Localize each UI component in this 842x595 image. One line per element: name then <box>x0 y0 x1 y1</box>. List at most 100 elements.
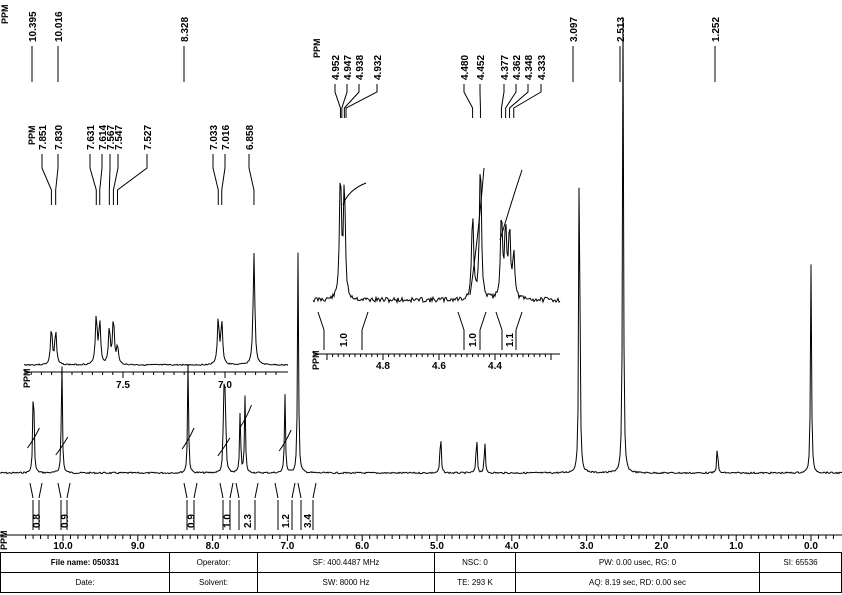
integral-bracket-right <box>193 482 198 499</box>
integral-curve <box>278 429 292 452</box>
inset2-ppm-axis-label: PPM <box>311 350 321 370</box>
main-integral-value: 0.9 <box>187 514 198 528</box>
inset1-leader <box>41 154 52 205</box>
sf-cell: SF: 400.4487 MHz <box>257 552 435 573</box>
axis-tick-label: 8.0 <box>206 541 220 552</box>
ppm-axis-label: PPM <box>0 530 9 550</box>
inset1-peak-label: 6.858 <box>245 125 256 150</box>
axis-tick-label: 9.0 <box>131 541 145 552</box>
inset2-integral-value: 1.1 <box>505 333 516 347</box>
main-peak-label: 1.252 <box>711 17 722 42</box>
main-peak-label: 8.328 <box>180 17 191 42</box>
inset2-leader <box>345 84 378 118</box>
integral-bracket-right <box>229 482 234 499</box>
pw-cell: PW: 0.00 usec, RG: 0 <box>515 552 760 573</box>
axis-tick-label: 3.0 <box>580 541 594 552</box>
inset1-leader <box>55 154 59 205</box>
ppm-label-main: PPM <box>0 4 10 24</box>
inset1-tick-label: 7.5 <box>116 380 130 391</box>
integral-bracket-right <box>291 482 296 499</box>
inset1-ppm-label: PPM <box>27 125 37 145</box>
si-cell: SI: 65536 <box>759 552 842 573</box>
inset2-peak-label: 4.938 <box>355 55 366 80</box>
inset2-peak-label: 4.348 <box>524 55 535 80</box>
inset1-leader <box>89 154 97 205</box>
inset2-peak-label: 4.452 <box>476 55 487 80</box>
inset1-leader <box>108 154 111 205</box>
solvent-cell: Solvent: <box>169 572 258 593</box>
inset2-peak-label: 4.362 <box>512 55 523 80</box>
inset2-leader <box>509 84 529 118</box>
main-spectrum-trace <box>0 17 842 475</box>
inset2-integral-value: 1.0 <box>468 333 479 347</box>
axis-tick-label: 4.0 <box>505 541 519 552</box>
main-integral-value: 1.0 <box>223 514 234 528</box>
operator-cell: Operator: <box>169 552 258 573</box>
integral-bracket-left <box>183 482 188 499</box>
inset2-leader <box>343 84 360 118</box>
axis-tick-label: 0.0 <box>804 541 818 552</box>
acquisition-info-table: File name: 050331 Operator: SF: 400.4487… <box>0 552 842 593</box>
inset1-peak-label: 7.614 <box>98 125 109 150</box>
axis-tick-label: 2.0 <box>654 541 668 552</box>
inset2-tick-label: 4.4 <box>488 361 502 372</box>
main-spectrum: 0.8 0.9 0.9 1.0 2.3 1.2 3.4 <box>0 17 842 530</box>
inset1-peak-label: 7.547 <box>114 125 125 150</box>
inset2-bracket-right <box>479 311 487 331</box>
date-cell: Date: <box>0 572 170 593</box>
axis-tick-label: 5.0 <box>430 541 444 552</box>
inset2-bracket-left <box>495 311 503 331</box>
main-axis: 10.0 9.0 8.0 7.0 6.0 5.0 4.0 3.0 2.0 1.0 0.0 PPM <box>0 530 842 552</box>
integral-curve <box>239 404 252 429</box>
integral-curve <box>55 436 69 456</box>
integral-curve <box>181 427 195 450</box>
inset2-tick-label: 4.6 <box>432 361 446 372</box>
aq-cell: AQ: 8.19 sec, RD: 0.00 sec <box>515 572 760 593</box>
integral-curve <box>217 437 231 457</box>
integral-bracket-left <box>57 482 62 499</box>
inset2-peak-label: 4.377 <box>500 55 511 80</box>
main-peak-label: 3.097 <box>569 17 580 42</box>
nmr-spectrum: PPM 10.395 10.016 8.328 3.097 2.513 1.252 PPM 7… <box>0 4 842 552</box>
inset1-leader <box>221 154 226 205</box>
inset2-leader <box>500 84 505 118</box>
main-peak-label: 2.513 <box>616 17 627 42</box>
inset2-integral-curve <box>499 169 523 241</box>
sw-cell: SW: 8000 Hz <box>257 572 435 593</box>
axis-tick-label: 6.0 <box>355 541 369 552</box>
file-name-cell: File name: 050331 <box>0 552 170 573</box>
inset1-peak-label: 7.567 <box>106 125 117 150</box>
inset2-integral-curve <box>469 167 485 296</box>
empty-cell <box>759 572 842 593</box>
main-integral-value: 1.2 <box>281 514 292 528</box>
inset1-trace <box>23 252 289 367</box>
inset1-leader <box>248 154 255 205</box>
main-peak-labels: PPM 10.395 10.016 8.328 3.097 2.513 1.252 <box>0 4 722 82</box>
inset2-leader <box>334 84 341 118</box>
inset1-peak-label: 7.631 <box>86 125 97 150</box>
axis-tick-label: 7.0 <box>280 541 294 552</box>
inset2-trace <box>312 174 561 305</box>
inset2-leader <box>513 84 542 118</box>
inset2-integral-value: 1.0 <box>339 333 350 347</box>
inset2-peak-label: 4.333 <box>537 55 548 80</box>
integral-bracket-left <box>219 482 224 499</box>
inset1-leader <box>99 154 103 205</box>
inset1-tick-label: 7.0 <box>218 380 232 391</box>
inset2-bracket-left <box>317 311 325 331</box>
axis-tick-label: 10.0 <box>53 541 73 552</box>
inset2-peak-label: 4.952 <box>331 55 342 80</box>
main-integral-value: 2.3 <box>243 514 254 528</box>
inset1-peak-label: 7.527 <box>143 125 154 150</box>
main-integral-value: 0.8 <box>32 514 43 528</box>
inset2-ppm-label: PPM <box>312 38 322 58</box>
inset2-integral-curve <box>342 182 367 206</box>
inset2-peak-label: 4.932 <box>373 55 384 80</box>
te-cell: TE: 293 K <box>434 572 516 593</box>
main-peak-label: 10.016 <box>54 11 65 42</box>
integral-bracket-left <box>297 482 302 499</box>
integral-bracket-right <box>38 482 43 499</box>
inset2-tick-label: 4.8 <box>376 361 390 372</box>
inset1-ppm-axis-label: PPM <box>22 368 32 388</box>
